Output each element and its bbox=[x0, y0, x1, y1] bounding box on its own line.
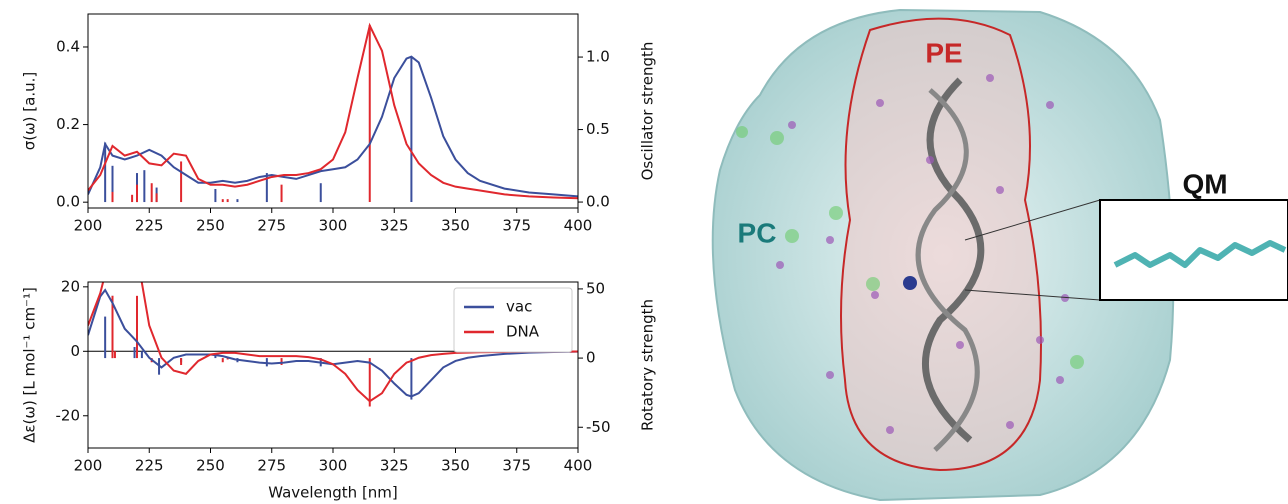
x-tick-label: 350 bbox=[441, 457, 470, 475]
y-tick-label: 0.0 bbox=[56, 193, 80, 211]
x-tick-label: 250 bbox=[196, 217, 225, 235]
y2-axis-title: Rotatory strength bbox=[639, 299, 657, 431]
qm-label: QM bbox=[1182, 168, 1227, 199]
x-tick-label: 225 bbox=[135, 457, 164, 475]
y2-tick-label: 0.0 bbox=[586, 193, 610, 211]
series-line bbox=[88, 55, 578, 198]
helix bbox=[922, 77, 985, 443]
x-tick-label: 250 bbox=[196, 457, 225, 475]
render: PE PC QM bbox=[711, 8, 1288, 502]
series-line bbox=[88, 282, 578, 403]
particles bbox=[736, 126, 1084, 369]
series-line bbox=[88, 22, 578, 200]
plot-frame bbox=[87, 13, 579, 209]
molecule bbox=[1113, 240, 1287, 268]
legend-label: vac bbox=[506, 298, 532, 316]
y-axis-title: σ(ω) [a.u.] bbox=[21, 72, 39, 150]
x-tick-label: 225 bbox=[135, 217, 164, 235]
x-tick-label: 200 bbox=[74, 217, 103, 235]
x-tick-label: 300 bbox=[319, 217, 348, 235]
y2-axis-title: Oscillator strength bbox=[639, 42, 657, 181]
zoom-line bbox=[964, 289, 1101, 301]
y2-tick-label: 1.0 bbox=[586, 48, 610, 66]
x-tick-label: 300 bbox=[319, 457, 348, 475]
x-tick-label: 325 bbox=[380, 217, 409, 235]
pc-label: PC bbox=[738, 217, 777, 248]
x-tick-label: 325 bbox=[380, 457, 409, 475]
y-tick-label: -20 bbox=[56, 406, 81, 424]
x-tick-label: 275 bbox=[257, 217, 286, 235]
ion bbox=[903, 276, 917, 290]
y2-tick-label: -50 bbox=[586, 418, 611, 436]
pe-label: PE bbox=[925, 37, 962, 68]
x-tick-label: 200 bbox=[74, 457, 103, 475]
particles bbox=[776, 74, 1069, 434]
y-tick-label: 20 bbox=[61, 277, 80, 295]
x-tick-label: 400 bbox=[564, 457, 593, 475]
x-tick-label: 375 bbox=[502, 457, 531, 475]
y-axis-title: Δε(ω) [L mol⁻¹ cm⁻¹] bbox=[21, 287, 39, 443]
series-line bbox=[88, 288, 578, 398]
plot-area bbox=[88, 22, 578, 203]
plot-area bbox=[88, 282, 578, 407]
x-tick-label: 275 bbox=[257, 457, 286, 475]
x-tick-label: 375 bbox=[502, 217, 531, 235]
x-tick-label: 400 bbox=[564, 217, 593, 235]
y2-tick-label: 0.5 bbox=[586, 120, 610, 138]
pe-region bbox=[840, 17, 1042, 472]
zoom-line bbox=[964, 199, 1101, 241]
legend-box bbox=[453, 287, 573, 353]
legend-label: DNA bbox=[506, 323, 540, 341]
helix bbox=[915, 88, 980, 452]
y-tick-label: 0.2 bbox=[56, 115, 80, 133]
y2-tick-label: 0 bbox=[586, 349, 596, 367]
x-tick-label: 350 bbox=[441, 217, 470, 235]
y-tick-label: 0.4 bbox=[56, 37, 80, 55]
y2-tick-label: 50 bbox=[586, 279, 605, 297]
x-axis-title: Wavelength [nm] bbox=[268, 484, 398, 502]
y-tick-label: 0 bbox=[70, 342, 80, 360]
